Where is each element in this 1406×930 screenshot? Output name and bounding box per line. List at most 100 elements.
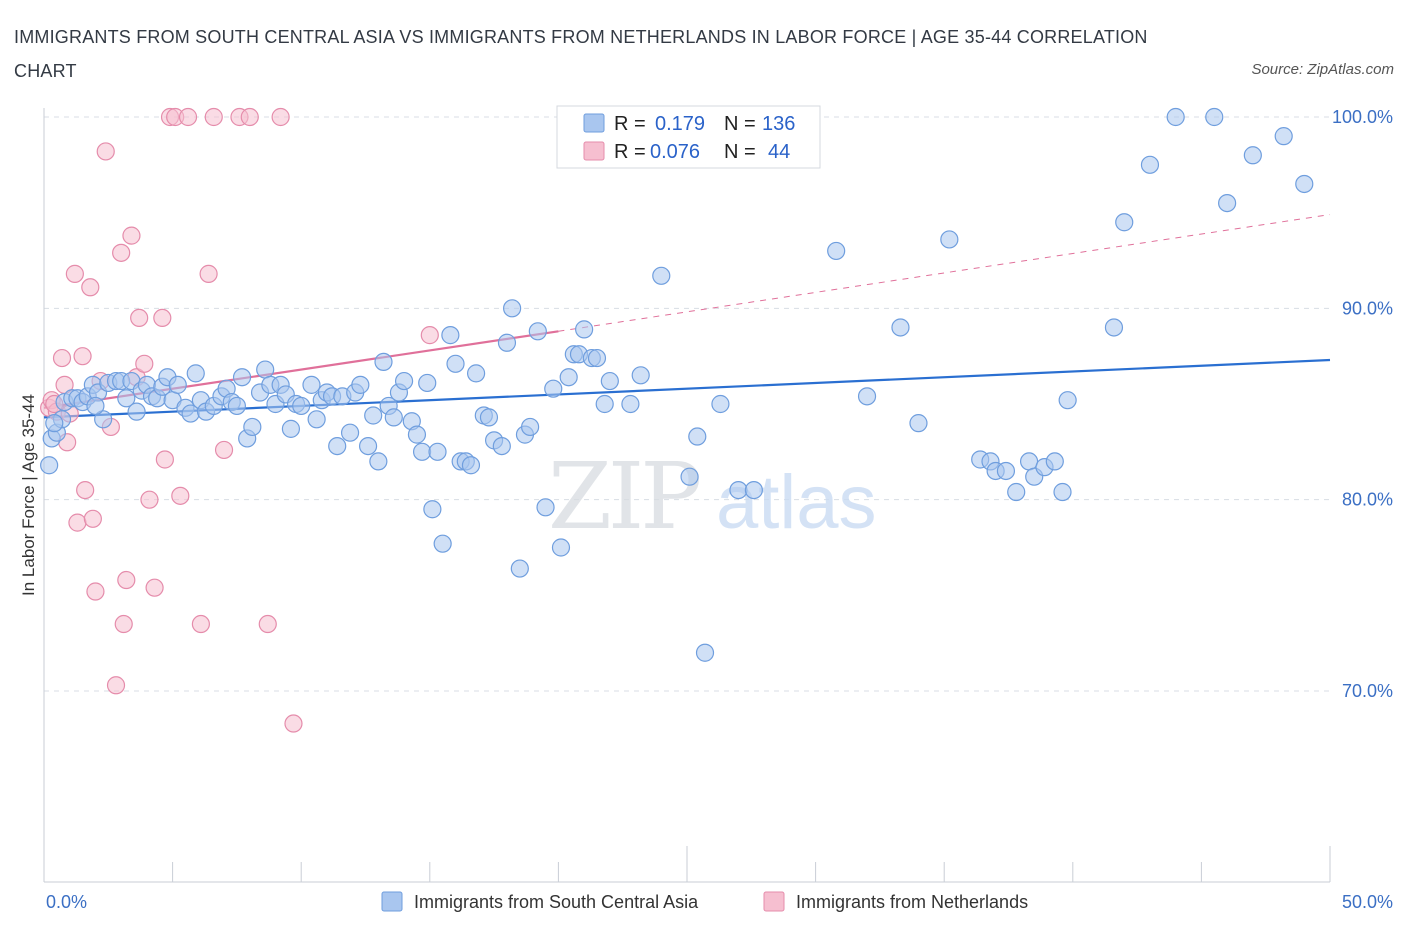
south-central-asia-point-72 [433, 534, 452, 553]
south-central-asia-point-125 [1104, 318, 1124, 337]
south-central-asia-point-90 [544, 379, 563, 398]
x-tick-labels: 0.0% 50.0% [46, 892, 1393, 912]
netherlands-point-12 [86, 582, 105, 601]
south-central-asia-point-63 [384, 408, 403, 427]
south-central-asia-point-88 [528, 322, 547, 341]
netherlands-point-39 [271, 107, 290, 127]
south-central-asia-point-49 [307, 410, 326, 429]
south-central-asia-point-69 [418, 373, 437, 393]
netherlands-point-40 [284, 714, 303, 733]
south-central-asia-point-133 [1295, 174, 1314, 194]
south-central-asia-point-73 [441, 326, 460, 345]
south-central-asia-point-117 [996, 461, 1016, 481]
south-central-asia-point-0 [40, 456, 59, 475]
south-central-asia-point-122 [1045, 452, 1064, 471]
netherlands-point-27 [155, 450, 174, 469]
netherlands-point-41 [420, 326, 439, 345]
south-central-asia-point-99 [600, 371, 619, 391]
south-central-asia-point-92 [559, 368, 578, 387]
netherlands-point-11 [83, 509, 102, 528]
south-central-asia-point-98 [595, 394, 614, 414]
south-central-asia-point-60 [369, 452, 388, 471]
netherlands-point-9 [76, 481, 95, 500]
south-central-asia-point-36 [232, 368, 252, 387]
south-central-asia-point-25 [168, 375, 187, 394]
trend-line-netherlands-extension [558, 214, 1331, 332]
south-central-asia-point-85 [510, 559, 529, 578]
netherlands-point-32 [191, 614, 210, 634]
south-central-asia-point-103 [680, 467, 699, 486]
y-tick-label-90: 90.0% [1342, 298, 1393, 318]
south-central-asia-point-106 [711, 394, 730, 414]
south-central-asia-point-84 [503, 299, 522, 318]
south-central-asia-point-105 [695, 643, 715, 662]
legend-n-label-blue: N = [724, 113, 756, 135]
south-central-asia-point-104 [688, 427, 707, 446]
south-central-asia-point-28 [186, 364, 205, 383]
netherlands-point-10 [81, 278, 100, 297]
netherlands-point-7 [68, 513, 87, 532]
south-central-asia-point-101 [631, 366, 650, 385]
south-central-asia-point-135 [86, 396, 105, 416]
south-central-asia-point-112 [909, 414, 928, 433]
south-central-asia-point-59 [364, 406, 383, 425]
netherlands-point-33 [199, 264, 218, 283]
south-central-asia-point-123 [1053, 482, 1072, 502]
netherlands-point-8 [73, 347, 92, 366]
trend-line-south-central-asia [43, 358, 1331, 419]
south-central-asia-point-17 [127, 402, 146, 421]
south-central-asia-point-111 [891, 318, 910, 337]
south-central-asia-point-71 [428, 442, 447, 461]
watermark: ZIP atlas [548, 443, 877, 550]
south-central-asia-point-11 [94, 410, 113, 429]
south-central-asia-point-102 [652, 266, 671, 285]
south-central-asia-point-40 [256, 360, 275, 379]
bottom-legend-swatch-blue [381, 891, 403, 912]
netherlands-point-14 [96, 142, 115, 161]
south-central-asia-point-89 [536, 498, 555, 517]
south-central-asia-point-82 [492, 436, 511, 456]
y-tick-labels: 70.0% 80.0% 90.0% 100.0% [1332, 107, 1393, 701]
south-central-asia-point-131 [1243, 146, 1262, 165]
south-central-asia-point-124 [1058, 391, 1077, 410]
south-central-asia-point-80 [479, 408, 499, 427]
legend-r-label-blue: R = [614, 113, 646, 135]
south-central-asia-point-113 [940, 230, 959, 249]
netherlands-point-31 [178, 107, 198, 127]
south-central-asia-point-110 [857, 387, 877, 406]
south-central-asia-point-67 [407, 425, 427, 444]
series-legend: Immigrants from South Central Asia Immig… [381, 891, 1028, 912]
south-central-asia-point-95 [575, 320, 594, 339]
south-central-asia-point-53 [328, 436, 347, 456]
south-central-asia-point-132 [1274, 127, 1293, 146]
south-central-asia-point-68 [412, 442, 432, 461]
south-central-asia-point-128 [1166, 107, 1185, 127]
y-axis-title: In Labor Force | Age 35-44 [19, 394, 38, 596]
south-central-asia-point-100 [621, 394, 640, 414]
trend-lines [43, 214, 1331, 419]
south-central-asia-point-77 [461, 456, 481, 475]
netherlands-point-34 [204, 107, 223, 127]
correlation-legend: R = 0.179 N = 136 R = 0.076 N = 44 [556, 105, 821, 169]
watermark-atlas: atlas [716, 460, 877, 545]
south-central-asia-point-74 [446, 354, 465, 373]
netherlands-point-23 [135, 354, 154, 373]
netherlands-point-26 [153, 308, 172, 327]
netherlands-point-3 [52, 348, 72, 368]
netherlands-point-37 [240, 107, 259, 127]
netherlands-point-38 [258, 614, 277, 634]
south-central-asia-point-126 [1115, 213, 1134, 232]
south-central-asia-point-70 [423, 500, 442, 519]
netherlands-point-35 [214, 440, 234, 460]
y-tick-label-80: 80.0% [1342, 490, 1393, 510]
netherlands-point-25 [145, 578, 164, 597]
legend-n-value-blue: 136 [762, 113, 795, 135]
south-central-asia-point-91 [551, 538, 571, 557]
bottom-legend-swatch-pink [763, 891, 785, 912]
south-central-asia-point-130 [1218, 194, 1237, 213]
netherlands-point-22 [130, 308, 149, 327]
netherlands-point-16 [106, 676, 126, 695]
watermark-zip: ZIP [548, 443, 699, 550]
x-tick-label-0: 0.0% [46, 892, 87, 912]
